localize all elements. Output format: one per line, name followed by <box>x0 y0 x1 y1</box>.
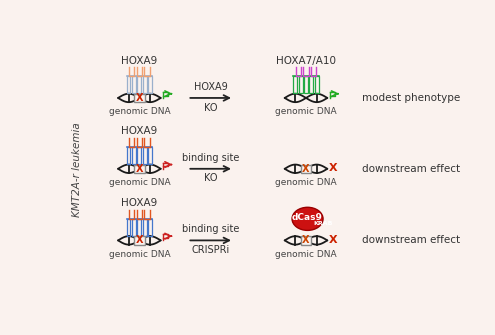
Text: KO: KO <box>204 103 217 113</box>
FancyBboxPatch shape <box>134 236 145 245</box>
Bar <box>298 76 302 93</box>
Bar <box>132 219 136 236</box>
Text: KMT2A-r leukemia: KMT2A-r leukemia <box>72 122 82 217</box>
Text: KRAB: KRAB <box>314 221 333 226</box>
Text: binding site: binding site <box>182 153 240 162</box>
Text: X: X <box>329 234 338 245</box>
FancyBboxPatch shape <box>134 164 145 173</box>
Bar <box>138 147 141 164</box>
Text: KO: KO <box>204 174 217 183</box>
Text: X: X <box>302 164 310 174</box>
FancyBboxPatch shape <box>300 164 311 173</box>
Text: X: X <box>329 163 338 173</box>
Bar <box>293 76 297 93</box>
Text: HOXA9: HOXA9 <box>194 82 228 92</box>
Text: binding site: binding site <box>182 224 240 234</box>
Text: HOXA9: HOXA9 <box>121 56 157 66</box>
Text: genomic DNA: genomic DNA <box>108 178 170 187</box>
FancyBboxPatch shape <box>134 94 145 102</box>
Text: genomic DNA: genomic DNA <box>108 250 170 259</box>
Bar <box>132 147 136 164</box>
Bar <box>143 219 147 236</box>
Bar <box>138 76 141 93</box>
Bar <box>148 76 152 93</box>
Text: X: X <box>302 236 310 246</box>
Text: dCas9: dCas9 <box>292 213 323 222</box>
Bar <box>127 76 131 93</box>
Bar <box>138 219 141 236</box>
Bar <box>143 76 147 93</box>
Text: X: X <box>136 236 143 246</box>
Bar <box>132 76 136 93</box>
Text: X: X <box>136 164 143 174</box>
Text: genomic DNA: genomic DNA <box>108 107 170 116</box>
Bar <box>127 219 131 236</box>
Ellipse shape <box>292 207 323 230</box>
Text: downstream effect: downstream effect <box>361 164 460 174</box>
Text: genomic DNA: genomic DNA <box>275 178 337 187</box>
FancyBboxPatch shape <box>300 236 311 245</box>
Bar <box>309 76 313 93</box>
Text: modest phenotype: modest phenotype <box>361 93 460 103</box>
FancyBboxPatch shape <box>59 37 448 301</box>
Bar <box>148 219 152 236</box>
Bar <box>304 76 308 93</box>
Text: X: X <box>136 93 143 103</box>
Bar <box>148 147 152 164</box>
Text: CRISPRi: CRISPRi <box>192 245 230 255</box>
Text: HOXA7/A10: HOXA7/A10 <box>276 56 336 66</box>
Bar <box>315 76 319 93</box>
Bar <box>143 147 147 164</box>
Text: genomic DNA: genomic DNA <box>275 250 337 259</box>
Text: HOXA9: HOXA9 <box>121 126 157 136</box>
Text: downstream effect: downstream effect <box>361 236 460 246</box>
Bar <box>127 147 131 164</box>
Text: HOXA9: HOXA9 <box>121 198 157 208</box>
Text: genomic DNA: genomic DNA <box>275 107 337 116</box>
